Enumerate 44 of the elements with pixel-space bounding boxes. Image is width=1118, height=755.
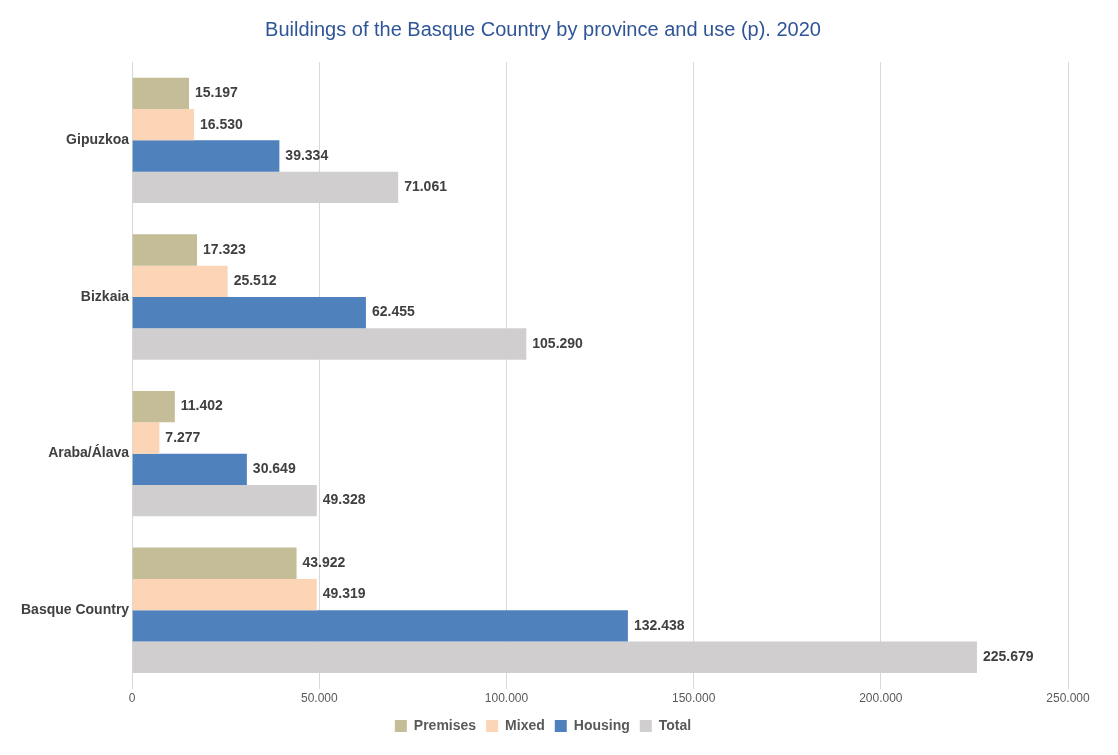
x-tick-label: 50.000 bbox=[300, 691, 338, 706]
data-label: 43.922 bbox=[302, 554, 346, 571]
data-label: 39.334 bbox=[285, 146, 329, 163]
x-tick-label: 0 bbox=[128, 691, 136, 706]
bar bbox=[132, 610, 628, 642]
data-label: 30.649 bbox=[252, 460, 296, 477]
y-tick-label: Bizkaia bbox=[80, 287, 130, 304]
data-label: 11.402 bbox=[180, 397, 224, 414]
x-tick-label: 100.000 bbox=[484, 691, 529, 706]
data-label: 49.319 bbox=[322, 585, 366, 602]
bar bbox=[132, 234, 197, 266]
bar bbox=[132, 109, 194, 141]
data-label: 71.061 bbox=[404, 178, 448, 195]
bar bbox=[132, 265, 228, 297]
data-label: 25.512 bbox=[233, 272, 277, 289]
data-label: 7.277 bbox=[165, 428, 201, 445]
y-tick-label: Gipuzkoa bbox=[66, 131, 130, 148]
bar bbox=[132, 422, 160, 454]
bar bbox=[132, 453, 247, 485]
bar bbox=[132, 578, 317, 611]
bar bbox=[132, 484, 317, 517]
x-tick-label: 250.000 bbox=[1046, 691, 1091, 706]
bar bbox=[132, 140, 280, 172]
data-label: 16.530 bbox=[200, 115, 244, 132]
legend-label: Premises bbox=[413, 716, 477, 733]
legend-label: Housing bbox=[573, 716, 630, 733]
bar bbox=[132, 390, 175, 423]
bar bbox=[132, 77, 190, 109]
legend-label: Total bbox=[658, 716, 692, 733]
x-tick-label: 150.000 bbox=[671, 691, 716, 706]
data-label: 132.438 bbox=[633, 616, 685, 633]
x-tick-label: 200.000 bbox=[859, 691, 903, 706]
y-tick-label: Basque Country bbox=[21, 601, 130, 618]
data-label: 17.323 bbox=[202, 240, 247, 257]
data-label: 225.679 bbox=[982, 648, 1034, 665]
bar bbox=[132, 547, 297, 579]
data-label: 15.197 bbox=[195, 84, 239, 101]
legend-label: Mixed bbox=[505, 716, 545, 733]
bar bbox=[132, 296, 366, 329]
data-label: 105.290 bbox=[532, 334, 584, 351]
y-tick-label: Araba/Álava bbox=[48, 444, 130, 461]
data-label: 62.455 bbox=[371, 303, 415, 320]
chart-title: Buildings of the Basque Country by province and use (p). 2020 bbox=[265, 17, 821, 40]
data-label: 49.328 bbox=[322, 491, 366, 508]
